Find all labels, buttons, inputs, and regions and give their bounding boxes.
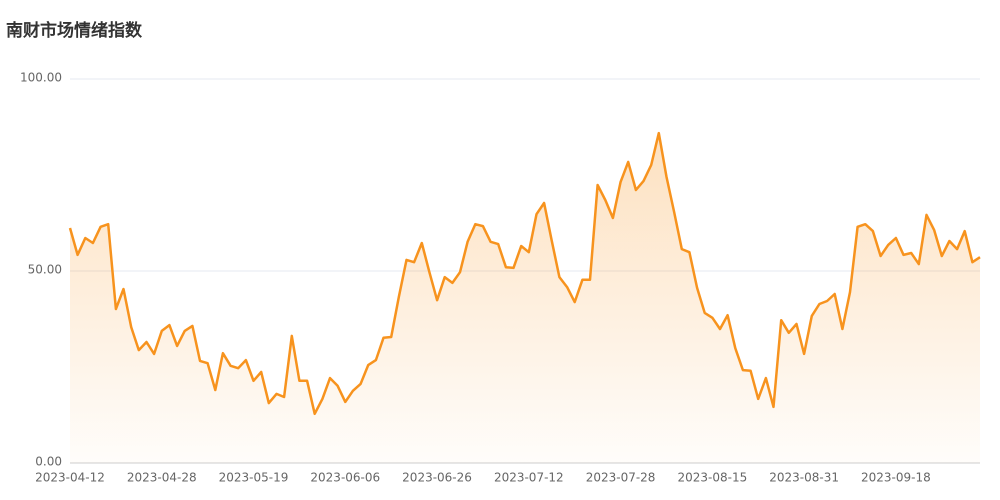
y-tick-label: 0.00	[35, 455, 62, 469]
x-tick-label: 2023-07-28	[586, 471, 656, 485]
x-tick-label: 2023-08-31	[769, 471, 839, 485]
chart-title: 南财市场情绪指数	[6, 20, 143, 41]
x-tick-label: 2023-05-19	[219, 471, 289, 485]
area	[70, 133, 980, 463]
y-tick-label: 100.00	[20, 71, 62, 85]
x-tick-label: 2023-08-15	[677, 471, 747, 485]
x-tick-label: 2023-06-06	[310, 471, 380, 485]
x-tick-label: 2023-04-28	[127, 471, 197, 485]
x-tick-label: 2023-06-26	[402, 471, 472, 485]
x-tick-label: 2023-07-12	[494, 471, 564, 485]
line	[68, 131, 981, 416]
y-tick-label: 50.00	[28, 263, 62, 277]
x-tick-label: 2023-04-12	[35, 471, 105, 485]
x-tick-label: 2023-09-18	[861, 471, 931, 485]
